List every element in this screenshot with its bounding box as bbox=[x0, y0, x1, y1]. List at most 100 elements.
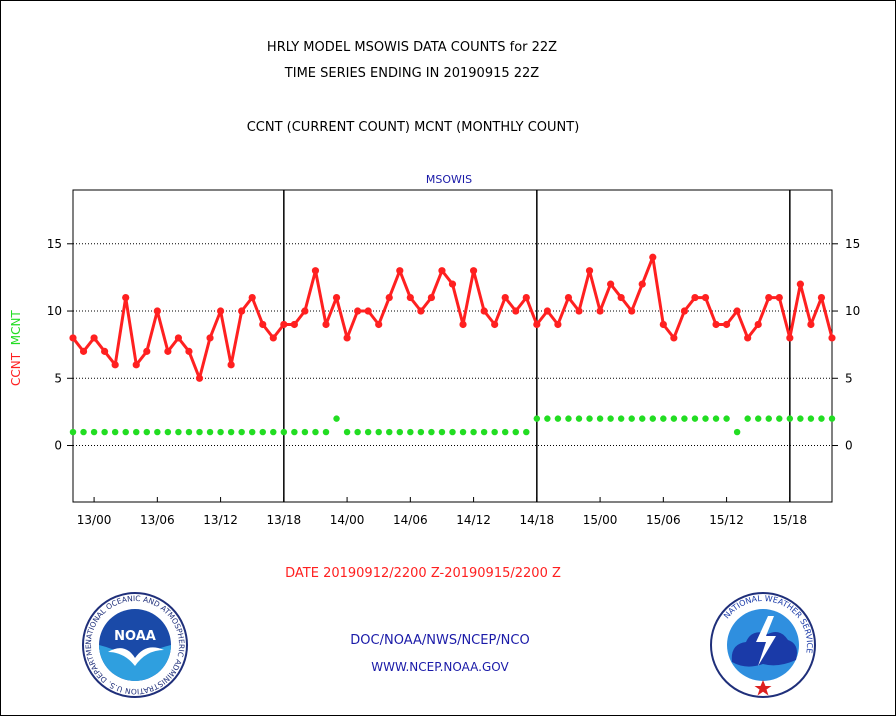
data-point-mcnt bbox=[786, 415, 794, 422]
data-point-ccnt bbox=[269, 334, 277, 342]
data-point-ccnt bbox=[459, 320, 467, 329]
data-point-mcnt bbox=[407, 428, 414, 436]
data-point-ccnt bbox=[522, 293, 530, 302]
data-point-ccnt bbox=[122, 293, 130, 302]
data-point-mcnt bbox=[428, 428, 435, 436]
data-point-mcnt bbox=[544, 415, 551, 422]
data-point-ccnt bbox=[701, 293, 710, 302]
y-tick-label-right: 15 bbox=[845, 237, 860, 251]
data-point-ccnt bbox=[628, 307, 636, 315]
data-point-ccnt bbox=[259, 320, 267, 329]
data-point-mcnt bbox=[386, 428, 393, 436]
data-point-mcnt bbox=[755, 415, 762, 422]
y-tick-label-left: 10 bbox=[47, 304, 62, 318]
data-point-mcnt bbox=[343, 428, 351, 436]
x-tick-label: 13/18 bbox=[267, 513, 302, 527]
star-icon bbox=[754, 680, 772, 696]
data-point-ccnt bbox=[754, 320, 762, 329]
data-point-mcnt bbox=[111, 428, 119, 436]
data-point-ccnt bbox=[817, 293, 826, 302]
data-point-mcnt bbox=[90, 428, 98, 436]
data-point-mcnt bbox=[575, 415, 583, 422]
x-tick-label: 14/06 bbox=[393, 513, 428, 527]
x-tick-label: 15/18 bbox=[773, 513, 808, 527]
data-point-mcnt bbox=[702, 415, 709, 422]
data-point-mcnt bbox=[417, 428, 425, 436]
x-tick-label: 14/12 bbox=[456, 513, 491, 527]
data-point-mcnt bbox=[828, 415, 836, 422]
data-point-mcnt bbox=[512, 428, 519, 436]
data-point-ccnt bbox=[533, 320, 541, 329]
data-point-ccnt bbox=[733, 307, 741, 315]
data-point-mcnt bbox=[249, 428, 256, 436]
data-point-mcnt bbox=[333, 415, 340, 422]
data-point-ccnt bbox=[786, 334, 794, 342]
data-point-mcnt bbox=[354, 428, 361, 436]
data-point-ccnt bbox=[596, 307, 604, 315]
data-point-mcnt bbox=[586, 415, 593, 422]
data-point-ccnt bbox=[501, 293, 509, 302]
data-point-ccnt bbox=[575, 307, 583, 315]
data-point-ccnt bbox=[659, 320, 667, 329]
data-point-mcnt bbox=[133, 428, 140, 436]
data-point-mcnt bbox=[797, 415, 804, 422]
data-point-mcnt bbox=[185, 428, 193, 436]
data-point-ccnt bbox=[111, 361, 119, 369]
data-point-mcnt bbox=[364, 428, 372, 436]
data-point-ccnt bbox=[206, 334, 214, 342]
x-tick-label: 15/06 bbox=[646, 513, 681, 527]
y-tick-label-left: 5 bbox=[54, 371, 62, 385]
data-point-ccnt bbox=[554, 320, 562, 329]
x-tick-label: 14/00 bbox=[330, 513, 365, 527]
series-layer bbox=[69, 253, 836, 436]
data-point-mcnt bbox=[607, 415, 614, 422]
data-point-mcnt bbox=[270, 428, 277, 436]
data-point-ccnt bbox=[585, 267, 594, 275]
x-tick-label: 13/00 bbox=[77, 513, 112, 527]
date-range-label: DATE 20190912/2200 Z-20190915/2200 Z bbox=[285, 566, 561, 581]
data-point-ccnt bbox=[438, 267, 446, 275]
data-point-ccnt bbox=[712, 320, 720, 329]
data-point-ccnt bbox=[143, 347, 151, 355]
data-point-mcnt bbox=[80, 428, 87, 436]
data-point-ccnt bbox=[332, 293, 341, 302]
data-point-ccnt bbox=[375, 320, 383, 329]
data-point-mcnt bbox=[491, 428, 498, 436]
data-point-ccnt bbox=[807, 320, 815, 329]
series-line-ccnt bbox=[71, 255, 834, 380]
data-point-ccnt bbox=[132, 361, 140, 369]
data-point-ccnt bbox=[195, 374, 204, 382]
y-tick-label-right: 5 bbox=[845, 371, 853, 385]
grid-layer bbox=[73, 190, 832, 502]
data-point-mcnt bbox=[101, 428, 108, 436]
chart-title-line1: HRLY MODEL MSOWIS DATA COUNTS for 22Z bbox=[266, 40, 558, 55]
data-point-ccnt bbox=[248, 293, 256, 302]
data-point-mcnt bbox=[143, 428, 150, 436]
data-point-ccnt bbox=[406, 293, 414, 302]
y-tick-label-right: 10 bbox=[845, 304, 860, 318]
data-point-mcnt bbox=[217, 428, 224, 436]
data-point-ccnt bbox=[69, 334, 77, 342]
data-point-ccnt bbox=[691, 293, 699, 302]
data-point-ccnt bbox=[744, 334, 752, 342]
data-point-ccnt bbox=[164, 347, 172, 355]
data-point-mcnt bbox=[617, 415, 625, 422]
data-point-ccnt bbox=[638, 280, 646, 288]
data-point-ccnt bbox=[185, 347, 193, 355]
data-point-ccnt bbox=[469, 267, 478, 275]
data-point-ccnt bbox=[512, 307, 520, 315]
data-point-mcnt bbox=[280, 428, 288, 436]
data-point-ccnt bbox=[828, 334, 836, 342]
data-point-ccnt bbox=[680, 307, 689, 315]
data-point-ccnt bbox=[153, 307, 161, 315]
plot-area-border bbox=[72, 189, 833, 503]
data-point-mcnt bbox=[291, 428, 298, 436]
x-tick-label: 15/00 bbox=[583, 513, 618, 527]
line-chart: 0 0 5 5 10 10 15 15 13/00 13/06 13/12 13/18 14/00 14/… bbox=[47, 189, 860, 527]
data-point-mcnt bbox=[670, 415, 678, 422]
data-point-ccnt bbox=[796, 280, 804, 288]
data-point-mcnt bbox=[807, 415, 815, 422]
chart-title-line2: TIME SERIES ENDING IN 20190915 22Z bbox=[284, 66, 540, 81]
data-point-ccnt bbox=[491, 320, 499, 329]
data-point-mcnt bbox=[396, 428, 403, 436]
